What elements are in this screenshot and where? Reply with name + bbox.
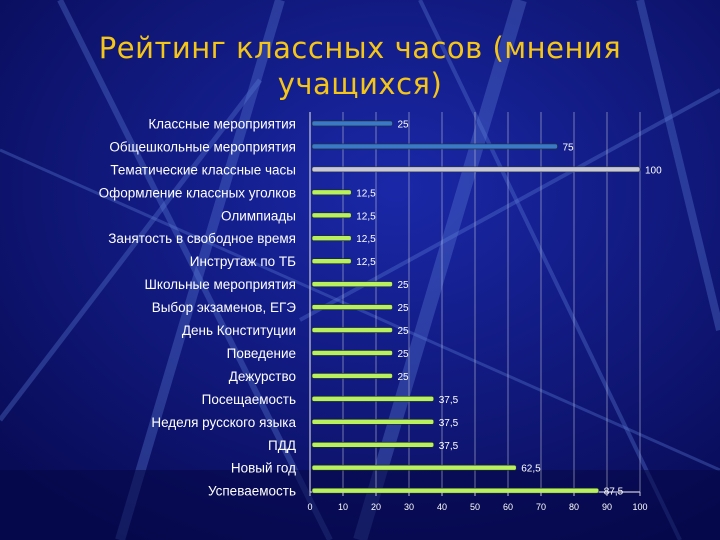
category-label: Общешкольные мероприятия <box>109 139 296 154</box>
category-label: Неделя русского языка <box>151 415 296 430</box>
x-tick-label: 0 <box>307 502 312 512</box>
slide-title-line-1: Рейтинг классных часов (мнения <box>98 31 622 65</box>
bar <box>311 487 600 494</box>
x-tick-label: 80 <box>569 502 579 512</box>
category-label: Новый год <box>231 461 296 476</box>
data-label: 62,5 <box>521 464 541 475</box>
data-label: 37,5 <box>439 395 459 406</box>
data-label: 75 <box>563 142 575 153</box>
category-label: Оформление классных уголков <box>99 185 296 200</box>
bar <box>311 304 393 310</box>
bar <box>311 258 352 264</box>
x-tick-label: 60 <box>503 502 513 512</box>
bar <box>311 235 352 242</box>
category-label: Олимпиады <box>221 208 296 223</box>
bar <box>311 143 558 150</box>
bar <box>311 327 393 333</box>
bar <box>311 373 393 379</box>
data-label: 37,5 <box>439 441 459 452</box>
data-label: 12,5 <box>356 211 376 222</box>
data-label: 25 <box>398 349 410 360</box>
data-label: 25 <box>398 280 410 291</box>
category-label: ПДД <box>268 438 296 453</box>
data-label: 12,5 <box>356 257 376 268</box>
bar <box>311 212 352 219</box>
bar <box>311 166 641 173</box>
data-label: 87,5 <box>604 487 624 498</box>
data-label: 25 <box>398 326 410 337</box>
x-tick-label: 70 <box>536 502 546 512</box>
data-label: 25 <box>398 303 410 314</box>
category-label: Поведение <box>227 346 296 361</box>
category-label: Выбор экзаменов, ЕГЭ <box>152 300 297 315</box>
x-tick-label: 50 <box>470 502 480 512</box>
x-tick-label: 100 <box>632 502 647 512</box>
data-label: 12,5 <box>356 188 376 199</box>
data-label: 25 <box>398 119 410 130</box>
category-label: Тематические классные часы <box>110 162 296 177</box>
x-tick-label: 10 <box>338 502 348 512</box>
category-label: Занятость в свободное время <box>108 231 296 246</box>
data-label: 100 <box>645 165 662 176</box>
category-label: Классные мероприятия <box>148 116 296 131</box>
category-label: День Конституции <box>182 323 296 338</box>
data-label: 12,5 <box>356 234 376 245</box>
slide-title: Рейтинг классных часов (мнения учащихся) <box>20 30 700 102</box>
bar <box>311 350 393 356</box>
category-label: Успеваемость <box>208 484 296 499</box>
x-tick-label: 20 <box>371 502 381 512</box>
bar <box>311 120 393 127</box>
bar <box>311 189 352 196</box>
category-label: Инструтаж по ТБ <box>190 254 296 269</box>
category-label: Школьные мероприятия <box>145 277 296 292</box>
bar <box>311 419 435 425</box>
slide-title-line-2: учащихся) <box>277 67 443 101</box>
bar <box>311 396 435 402</box>
bar <box>311 441 435 448</box>
x-tick-label: 90 <box>602 502 612 512</box>
category-label: Дежурство <box>229 369 296 384</box>
bar <box>311 281 393 287</box>
data-label: 25 <box>398 372 410 383</box>
x-tick-label: 30 <box>404 502 414 512</box>
x-tick-label: 40 <box>437 502 447 512</box>
bar <box>311 464 517 471</box>
data-label: 37,5 <box>439 418 459 429</box>
category-label: Посещаемость <box>202 392 296 407</box>
